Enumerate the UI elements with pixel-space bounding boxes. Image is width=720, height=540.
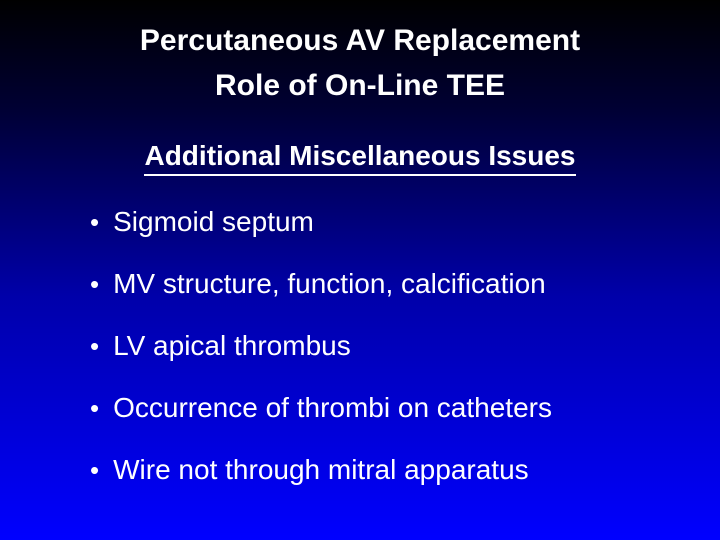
slide-title-block: Percutaneous AV Replacement Role of On-L…: [0, 0, 720, 118]
list-item: • LV apical thrombus: [90, 330, 680, 362]
list-item: • MV structure, function, calcification: [90, 268, 680, 300]
bullet-icon: •: [90, 271, 99, 297]
bullet-text: Wire not through mitral apparatus: [113, 454, 529, 486]
bullet-text: Sigmoid septum: [113, 206, 314, 238]
bullet-list: • Sigmoid septum • MV structure, functio…: [0, 206, 720, 486]
list-item: • Occurrence of thrombi on catheters: [90, 392, 680, 424]
title-line-1: Percutaneous AV Replacement: [0, 18, 720, 63]
bullet-icon: •: [90, 209, 99, 235]
bullet-icon: •: [90, 395, 99, 421]
title-line-2: Role of On-Line TEE: [0, 63, 720, 108]
bullet-text: LV apical thrombus: [113, 330, 351, 362]
subtitle-wrap: Additional Miscellaneous Issues: [0, 140, 720, 176]
subtitle: Additional Miscellaneous Issues: [144, 140, 575, 176]
bullet-text: MV structure, function, calcification: [113, 268, 546, 300]
list-item: • Sigmoid septum: [90, 206, 680, 238]
bullet-icon: •: [90, 333, 99, 359]
bullet-icon: •: [90, 457, 99, 483]
list-item: • Wire not through mitral apparatus: [90, 454, 680, 486]
bullet-text: Occurrence of thrombi on catheters: [113, 392, 552, 424]
